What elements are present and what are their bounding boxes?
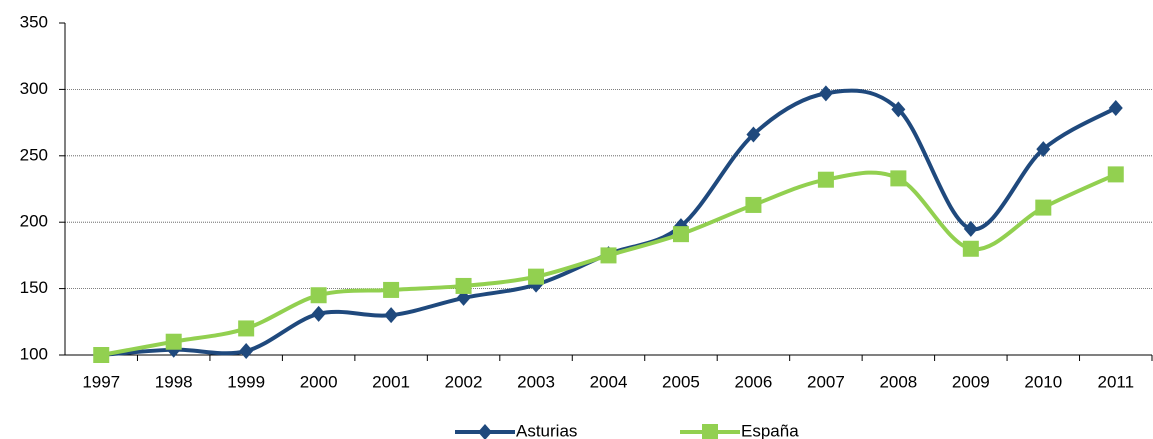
point bbox=[1035, 199, 1052, 216]
legend-marker bbox=[702, 424, 718, 439]
point bbox=[239, 343, 254, 360]
point bbox=[672, 226, 689, 243]
x-tick-label: 2011 bbox=[1097, 372, 1134, 391]
legend-label: Asturias bbox=[516, 421, 577, 439]
x-tick-label: 1998 bbox=[155, 372, 193, 391]
point bbox=[384, 307, 399, 324]
y-tick-label: 100 bbox=[20, 344, 48, 363]
point bbox=[817, 171, 834, 188]
point bbox=[311, 305, 326, 322]
x-tick-label: 2001 bbox=[372, 372, 410, 391]
x-tick-label: 1997 bbox=[82, 372, 120, 391]
x-tick-label: 2009 bbox=[952, 372, 990, 391]
x-tick-label: 2002 bbox=[445, 372, 483, 391]
point bbox=[891, 101, 906, 118]
line bbox=[101, 88, 1117, 357]
y-tick-label: 150 bbox=[20, 278, 48, 297]
x-tick-label: 2010 bbox=[1024, 372, 1062, 391]
x-tick-label: 2007 bbox=[807, 372, 845, 391]
point bbox=[745, 196, 762, 213]
x-tick-label: 1999 bbox=[227, 372, 265, 391]
legend-label: España bbox=[741, 421, 799, 439]
point bbox=[818, 85, 833, 102]
point bbox=[238, 320, 255, 337]
legend-marker bbox=[478, 424, 492, 439]
x-tick-label: 2003 bbox=[517, 372, 555, 391]
point bbox=[963, 220, 978, 237]
point bbox=[1107, 166, 1124, 183]
point bbox=[746, 126, 761, 143]
point bbox=[383, 281, 400, 298]
point bbox=[455, 277, 472, 294]
x-tick-label: 2000 bbox=[300, 372, 338, 391]
y-tick-label: 350 bbox=[20, 12, 48, 31]
x-tick-label: 2004 bbox=[590, 372, 628, 391]
point bbox=[528, 268, 545, 285]
y-tick-label: 200 bbox=[20, 212, 48, 231]
x-tick-label: 2005 bbox=[662, 372, 700, 391]
x-tick-label: 2008 bbox=[879, 372, 917, 391]
y-tick-label: 300 bbox=[20, 79, 48, 98]
point bbox=[962, 240, 979, 257]
point bbox=[600, 247, 617, 264]
point bbox=[1036, 141, 1051, 158]
point bbox=[93, 347, 110, 363]
point bbox=[310, 287, 327, 304]
x-tick-label: 2006 bbox=[735, 372, 773, 391]
point bbox=[165, 333, 182, 350]
y-tick-label: 250 bbox=[20, 145, 48, 164]
point bbox=[1108, 99, 1123, 116]
point bbox=[890, 170, 907, 187]
